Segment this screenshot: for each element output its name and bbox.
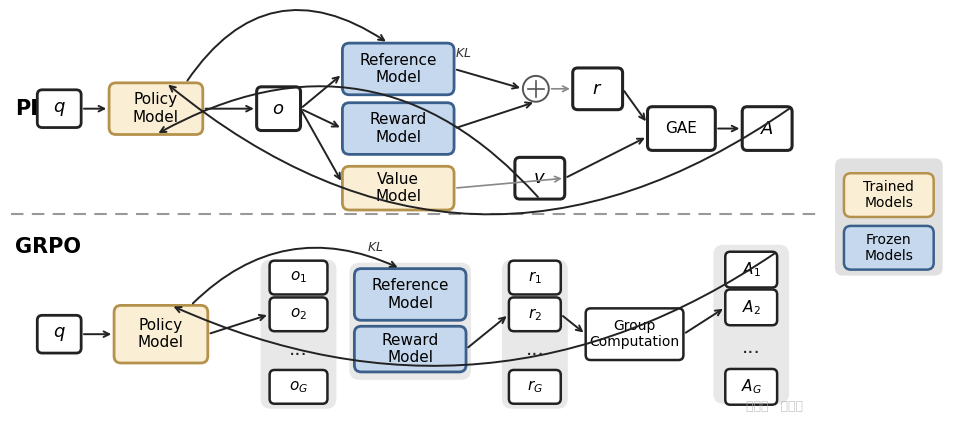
- FancyBboxPatch shape: [835, 158, 943, 275]
- FancyBboxPatch shape: [269, 261, 327, 294]
- Text: Value
Model: Value Model: [375, 172, 421, 204]
- FancyBboxPatch shape: [342, 103, 454, 154]
- FancyBboxPatch shape: [725, 289, 777, 325]
- Text: $q$: $q$: [53, 325, 65, 343]
- FancyBboxPatch shape: [647, 107, 715, 151]
- Text: $KL$: $KL$: [367, 241, 384, 254]
- FancyBboxPatch shape: [37, 315, 82, 353]
- FancyBboxPatch shape: [515, 157, 565, 199]
- FancyBboxPatch shape: [509, 370, 561, 404]
- FancyBboxPatch shape: [37, 90, 82, 128]
- Text: ...: ...: [526, 340, 544, 359]
- FancyBboxPatch shape: [269, 297, 327, 331]
- FancyBboxPatch shape: [109, 83, 202, 135]
- Text: $o_1$: $o_1$: [290, 270, 307, 286]
- FancyBboxPatch shape: [355, 269, 466, 320]
- Text: GRPO: GRPO: [15, 237, 82, 257]
- FancyBboxPatch shape: [844, 173, 934, 217]
- Text: $A_2$: $A_2$: [741, 298, 760, 317]
- Circle shape: [523, 76, 549, 102]
- Text: $A$: $A$: [760, 120, 774, 137]
- Text: $r$: $r$: [593, 80, 603, 98]
- Text: Reference
Model: Reference Model: [360, 53, 437, 85]
- FancyBboxPatch shape: [502, 260, 568, 409]
- FancyBboxPatch shape: [713, 245, 789, 404]
- Text: ...: ...: [290, 340, 308, 359]
- FancyBboxPatch shape: [349, 263, 471, 380]
- FancyBboxPatch shape: [725, 369, 777, 405]
- Text: $A_G$: $A_G$: [740, 377, 761, 396]
- FancyBboxPatch shape: [261, 260, 337, 409]
- FancyBboxPatch shape: [342, 43, 454, 95]
- FancyBboxPatch shape: [355, 326, 466, 372]
- Text: $r_2$: $r_2$: [527, 306, 542, 323]
- Text: Trained
Models: Trained Models: [863, 180, 914, 210]
- FancyBboxPatch shape: [725, 252, 777, 288]
- FancyBboxPatch shape: [742, 107, 792, 151]
- Text: ...: ...: [742, 338, 760, 357]
- FancyBboxPatch shape: [114, 305, 208, 363]
- Text: Reward
Model: Reward Model: [382, 333, 439, 365]
- FancyBboxPatch shape: [257, 87, 300, 131]
- Text: $v$: $v$: [533, 169, 547, 187]
- Text: Policy
Model: Policy Model: [138, 318, 184, 350]
- Text: $r_1$: $r_1$: [527, 269, 542, 286]
- Text: $o_2$: $o_2$: [290, 307, 307, 322]
- FancyBboxPatch shape: [586, 308, 684, 360]
- FancyBboxPatch shape: [573, 68, 622, 110]
- Text: PPO: PPO: [15, 99, 63, 119]
- Text: Reward
Model: Reward Model: [369, 113, 427, 145]
- Text: $A_1$: $A_1$: [741, 260, 760, 279]
- Text: Frozen
Models: Frozen Models: [864, 233, 913, 263]
- FancyBboxPatch shape: [509, 297, 561, 331]
- Text: $r_G$: $r_G$: [526, 379, 543, 395]
- Text: $KL$: $KL$: [456, 47, 472, 60]
- Text: 公众号 · 量子位: 公众号 · 量子位: [746, 400, 803, 413]
- Text: Reference
Model: Reference Model: [371, 278, 449, 310]
- FancyBboxPatch shape: [509, 261, 561, 294]
- Text: Policy
Model: Policy Model: [133, 93, 179, 125]
- Text: $o_G$: $o_G$: [289, 379, 308, 395]
- FancyBboxPatch shape: [844, 226, 934, 269]
- Text: Group
Computation: Group Computation: [590, 319, 680, 349]
- Text: GAE: GAE: [666, 121, 697, 136]
- FancyBboxPatch shape: [342, 166, 454, 210]
- FancyBboxPatch shape: [269, 370, 327, 404]
- Text: $q$: $q$: [53, 100, 65, 118]
- Text: $o$: $o$: [272, 100, 285, 118]
